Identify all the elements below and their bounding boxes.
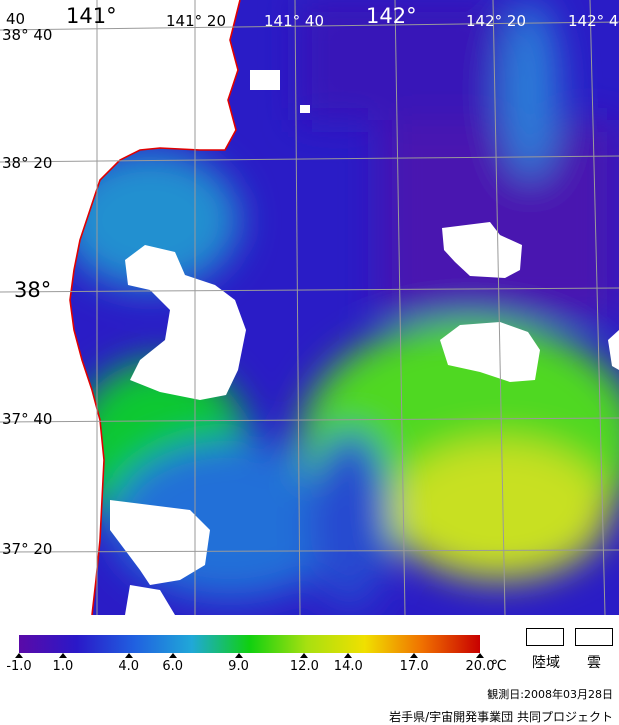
lon-label: 142° 20 [466, 12, 526, 30]
colorbar-tick-label: 4.0 [118, 659, 140, 674]
lon-label: 141° 20 [166, 12, 226, 30]
lat-lon-grid [0, 0, 619, 615]
lon-label: 141° [66, 4, 117, 28]
parallel-line [0, 21, 619, 31]
parallel-line [0, 287, 619, 293]
land-mass [0, 0, 240, 615]
temperature-unit: ℃ [491, 658, 507, 674]
cloud-patch [300, 105, 310, 113]
sea-surface-temperature-map [0, 0, 619, 615]
colorbar-tick-label: -1.0 [6, 659, 32, 674]
colorbar-tick-mark [300, 653, 309, 658]
coastline [69, 0, 241, 615]
meridian-line [492, 0, 506, 615]
observation-date: 観測日:2008年03月28日 [487, 688, 613, 701]
lat-label: 38° [14, 278, 52, 302]
temperature-field [60, 0, 619, 610]
cloud-patch [110, 500, 210, 585]
colorbar-tick-mark [234, 653, 243, 658]
colorbar-tick-label: 6.0 [162, 659, 183, 674]
colorbar-tick-mark [476, 653, 484, 658]
colorbar-tick-label: 12.0 [289, 659, 319, 674]
credit-text: 岩手県/宇宙開発事業団 共同プロジェクト [389, 710, 613, 724]
land-legend-label: 陸域 [532, 655, 560, 671]
meridian-line [394, 0, 406, 615]
parallel-line [0, 549, 619, 553]
colorbar-tick-label: 17.0 [399, 659, 429, 674]
cloud-patch [440, 322, 540, 382]
cloud-patch [442, 222, 522, 278]
cloud-patch [250, 70, 280, 90]
colorbar-tick-label: 20.0 [465, 659, 495, 674]
lon-label: 40 [6, 10, 26, 28]
colorbar-tick-mark [410, 653, 419, 658]
colorbar-tick-mark [58, 653, 67, 658]
cloud-patch [608, 330, 619, 370]
temperature-colorbar [19, 635, 480, 653]
yellow-southeast [390, 440, 610, 580]
meridian-line [294, 0, 301, 615]
parallel-line [0, 417, 619, 423]
meridian-line [589, 0, 606, 615]
cloud-patch [125, 245, 246, 400]
lat-label: 38° 20 [2, 154, 53, 172]
colorbar-tick-mark [124, 653, 133, 658]
lon-label: 142° [366, 4, 417, 28]
lat-label: 38° 40 [2, 26, 53, 44]
cloud-legend-label: 雲 [587, 655, 601, 671]
cloud-swatch [575, 628, 613, 646]
lat-label: 37° 40 [2, 410, 53, 428]
lon-label: 141° 40 [264, 12, 324, 30]
colorbar-tick-mark [344, 653, 353, 658]
lon-label: 142° 4 [568, 12, 619, 30]
colorbar-tick-mark [168, 653, 177, 658]
colorbar-tick-label: 14.0 [333, 659, 363, 674]
colorbar-tick-mark [15, 653, 23, 658]
land-swatch [526, 628, 564, 646]
lat-label: 37° 20 [2, 540, 53, 558]
warm-region-north-purple [380, 120, 619, 320]
cloud-cover [110, 70, 619, 615]
colorbar-tick-label: 9.0 [228, 659, 249, 674]
blue-tongue-south [310, 430, 390, 610]
cloud-patch [125, 585, 175, 615]
colorbar-tick-label: 1.0 [52, 659, 74, 674]
parallel-line [0, 155, 619, 163]
blue-streak-north [500, 0, 560, 180]
cold-region-northeast [300, 0, 500, 120]
